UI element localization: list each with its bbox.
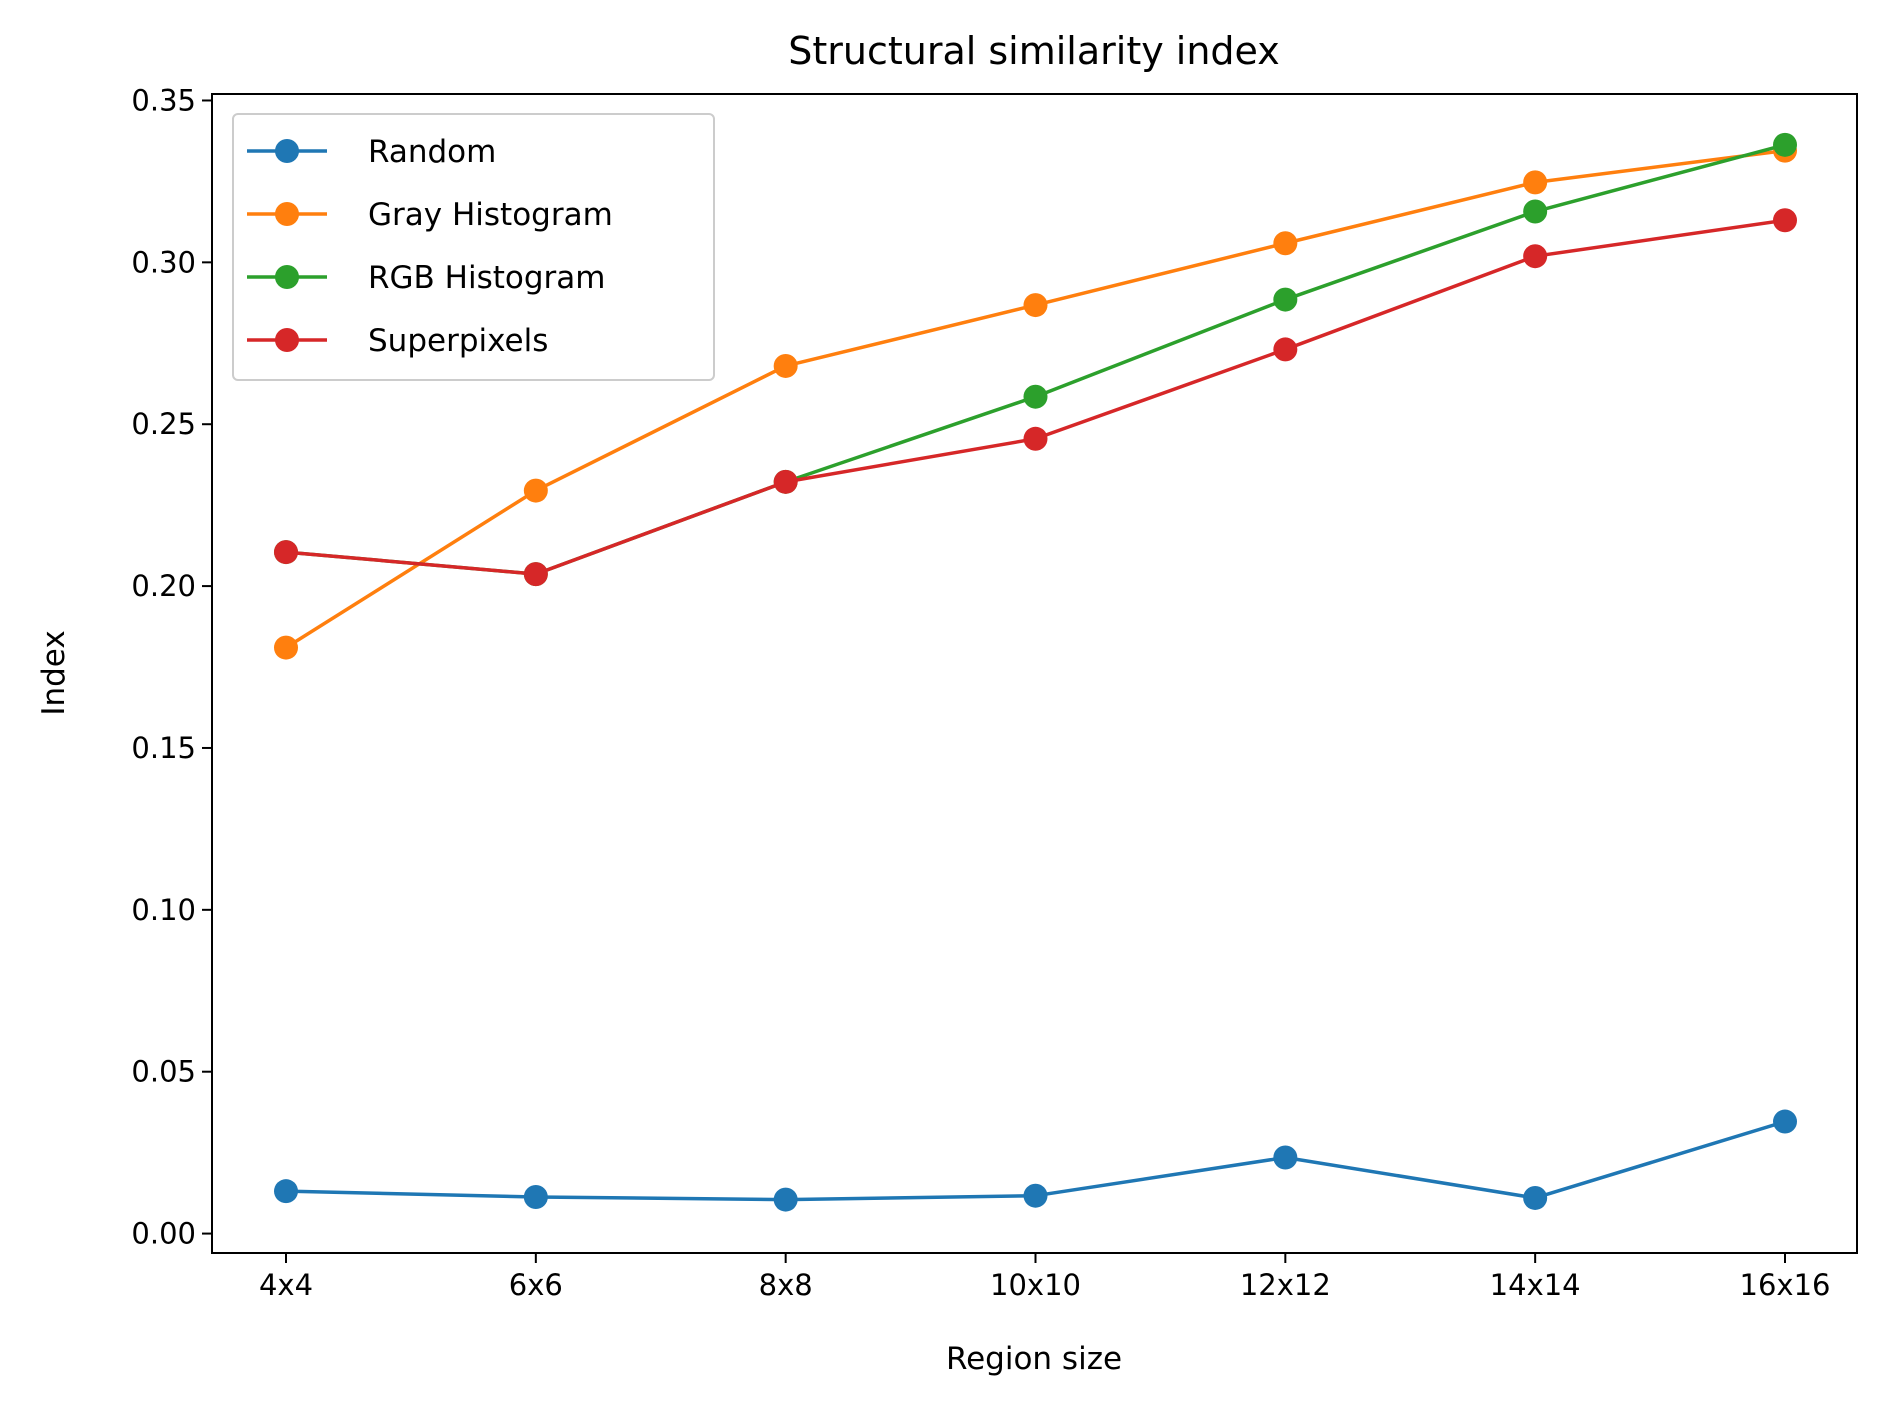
data-point: [1523, 1185, 1548, 1210]
x-tick-label: 4x4: [259, 1268, 313, 1302]
legend-item: Gray Histogram: [247, 197, 613, 233]
legend-marker: [275, 328, 299, 352]
data-point: [1773, 1109, 1797, 1134]
y-tick-label: 0.15: [131, 731, 196, 765]
legend-label: RGB Histogram: [368, 260, 606, 296]
data-point: [1273, 231, 1298, 256]
legend: Random Gray Histogram RGB Histogram Superpi…: [232, 113, 715, 381]
data-point: [274, 1179, 298, 1204]
series-superpixels: [274, 208, 1797, 587]
y-tick-label: 0.20: [131, 569, 196, 603]
data-point: [1273, 1145, 1298, 1170]
legend-label: Superpixels: [368, 323, 548, 359]
data-point: [274, 540, 298, 565]
y-tick-label: 0.05: [131, 1055, 196, 1089]
legend-marker: [275, 265, 299, 289]
chart-title: Structural similarity index: [788, 29, 1280, 73]
x-axis-label: Region size: [946, 1341, 1122, 1377]
legend-marker: [275, 202, 299, 226]
x-tick-label: 16x16: [1740, 1268, 1831, 1302]
legend-box: [232, 113, 715, 381]
legend-item: Random: [247, 134, 496, 170]
series-random: [274, 1109, 1797, 1212]
y-tick-label: 0.00: [131, 1217, 196, 1251]
y-tick-label: 0.25: [131, 407, 196, 441]
x-tick-label: 10x10: [990, 1268, 1081, 1302]
series-gray-histogram: [274, 138, 1797, 660]
x-tick-label: 12x12: [1240, 1268, 1331, 1302]
data-point: [1023, 384, 1048, 409]
legend-item: Superpixels: [247, 323, 548, 359]
data-point: [1273, 337, 1298, 362]
data-point: [1773, 132, 1797, 157]
data-point: [1273, 287, 1298, 312]
data-point: [1523, 199, 1548, 224]
data-point: [523, 562, 548, 587]
axes-layer: 4x4 6x6 8x8 10x10 12x12 14x14 16x16 0.00 0.05 0.1…: [131, 83, 1858, 1302]
data-point: [523, 1184, 548, 1209]
x-tick-label: 6x6: [509, 1268, 563, 1302]
y-tick-label: 0.10: [131, 893, 196, 927]
data-point: [1523, 244, 1548, 269]
x-tick-label: 8x8: [759, 1268, 813, 1302]
series-layer: [274, 132, 1797, 1212]
x-tick-label: 14x14: [1490, 1268, 1581, 1302]
data-point: [773, 353, 798, 378]
data-point: [773, 469, 798, 494]
legend-item: RGB Histogram: [247, 260, 606, 296]
data-point: [523, 478, 548, 503]
data-point: [1023, 293, 1048, 318]
data-point: [274, 635, 298, 660]
legend-label: Random: [368, 134, 496, 170]
legend-label: Gray Histogram: [368, 197, 613, 233]
y-tick-label: 0.30: [131, 245, 196, 279]
data-point: [1523, 170, 1548, 195]
data-point: [773, 1187, 798, 1212]
y-tick-label: 0.35: [131, 83, 196, 117]
data-point: [1023, 426, 1048, 451]
y-axis-label: Index: [36, 630, 72, 715]
data-point: [1023, 1183, 1048, 1208]
legend-marker: [275, 139, 299, 163]
data-point: [1773, 208, 1797, 233]
